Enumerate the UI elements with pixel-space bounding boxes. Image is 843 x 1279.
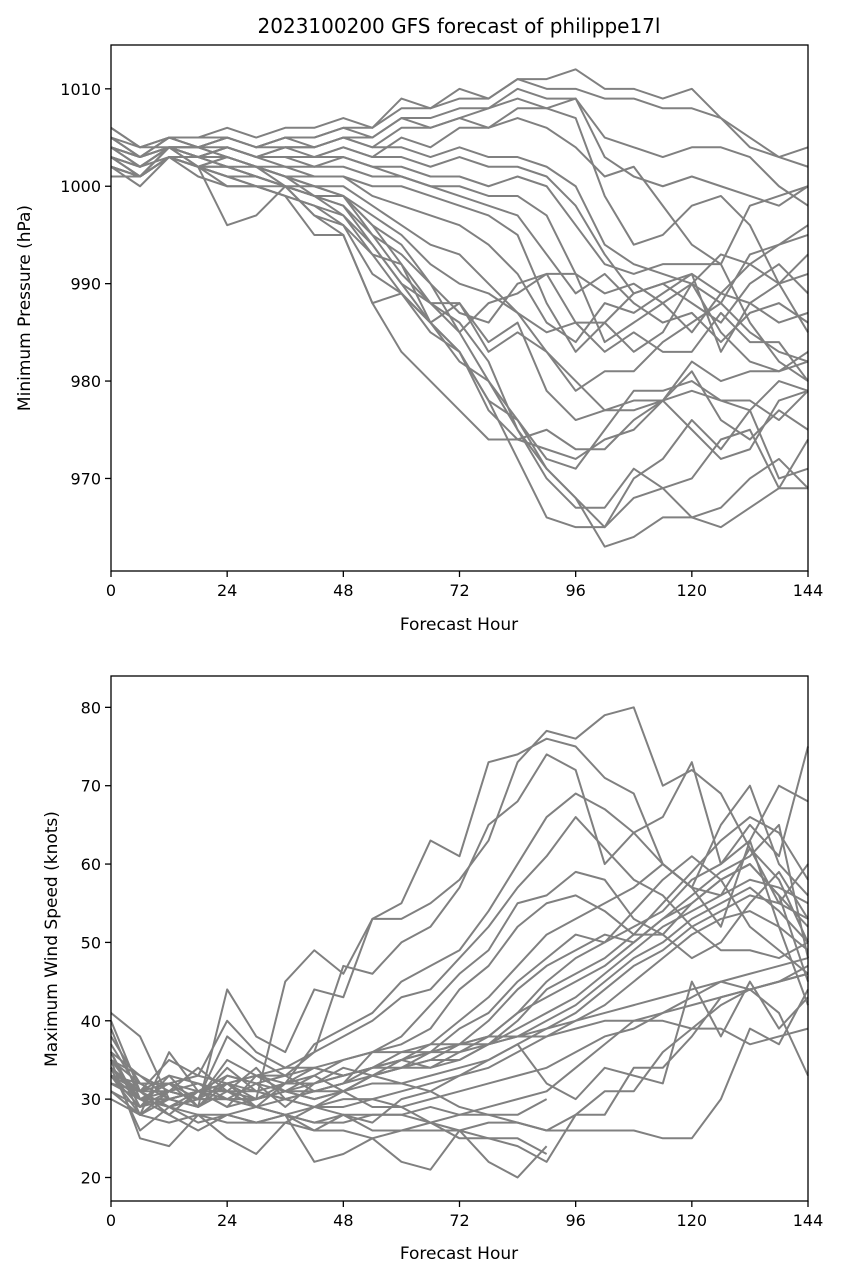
pressure-x-tick-label: 72 — [449, 581, 469, 600]
pressure-plot-frame — [110, 44, 809, 572]
wind-y-tick-label: 20 — [81, 1168, 101, 1187]
wind-series-line-26 — [110, 1074, 548, 1179]
wind-x-tick-label: 120 — [677, 1211, 708, 1230]
wind-series-line-3 — [110, 746, 809, 1101]
wind-series-line-28 — [110, 1075, 548, 1124]
pressure-y-tick-label: 990 — [70, 275, 101, 294]
pressure-series-line-11 — [110, 136, 809, 344]
wind-x-tick-label: 96 — [565, 1211, 585, 1230]
wind-y-tick-label: 70 — [81, 777, 101, 796]
wind-series-line-17 — [110, 910, 809, 1116]
pressure-x-tick-label: 96 — [565, 581, 585, 600]
wind-series-line-25 — [110, 980, 809, 1155]
wind-x-axis-label: Forecast Hour — [400, 1244, 518, 1264]
pressure-series-lines — [110, 68, 809, 548]
pressure-x-tick-label: 24 — [217, 581, 237, 600]
pressure-series-line-26 — [110, 136, 808, 548]
wind-x-tick-label: 144 — [793, 1211, 824, 1230]
chart-title: 2023100200 GFS forecast of philippe17l — [258, 14, 661, 38]
wind-series-lines — [110, 706, 809, 1179]
wind-x-tick-label: 72 — [449, 1211, 469, 1230]
wind-series-line-27 — [110, 1067, 548, 1155]
pressure-series-line-19 — [110, 156, 809, 441]
wind-series-line-10 — [110, 823, 809, 1108]
wind-y-tick-label: 40 — [81, 1012, 101, 1031]
pressure-y-tick-label: 1000 — [60, 177, 101, 196]
pressure-x-tick-label: 48 — [333, 581, 353, 600]
wind-y-tick-label: 80 — [81, 698, 101, 717]
wind-y-tick-label: 60 — [81, 855, 101, 874]
pressure-series-line-24 — [110, 126, 809, 529]
pressure-x-tick-label: 144 — [793, 581, 824, 600]
wind-series-line-1 — [110, 706, 809, 1108]
pressure-x-tick-label: 0 — [106, 581, 116, 600]
wind-y-tick-label: 30 — [81, 1090, 101, 1109]
pressure-series-line-1 — [110, 68, 809, 159]
pressure-series-line-22 — [110, 146, 809, 460]
pressure-series-line-5 — [110, 107, 809, 333]
pressure-y-tick-label: 980 — [70, 372, 101, 391]
wind-y-tick-label: 50 — [81, 933, 101, 952]
pressure-x-tick-label: 120 — [677, 581, 708, 600]
wind-chart: Maximum Wind Speed (knots) Forecast Hour… — [42, 675, 824, 1264]
wind-x-tick-label: 24 — [217, 1211, 237, 1230]
wind-y-axis-label: Maximum Wind Speed (knots) — [42, 811, 62, 1067]
wind-series-line-22 — [110, 1027, 809, 1132]
wind-series-line-18 — [110, 957, 809, 1093]
pressure-series-line-16 — [110, 156, 809, 382]
pressure-y-tick-label: 970 — [70, 469, 101, 488]
pressure-y-tick-label: 1010 — [60, 80, 101, 99]
pressure-series-line-15 — [110, 146, 809, 392]
pressure-series-line-6 — [110, 117, 809, 266]
pressure-x-axis-label: Forecast Hour — [400, 615, 518, 635]
wind-x-tick-label: 48 — [333, 1211, 353, 1230]
pressure-y-axis-label: Minimum Pressure (hPa) — [15, 205, 35, 411]
pressure-chart: Minimum Pressure (hPa) Forecast Hour 0 24… — [15, 44, 824, 635]
wind-x-tick-label: 0 — [106, 1211, 116, 1230]
